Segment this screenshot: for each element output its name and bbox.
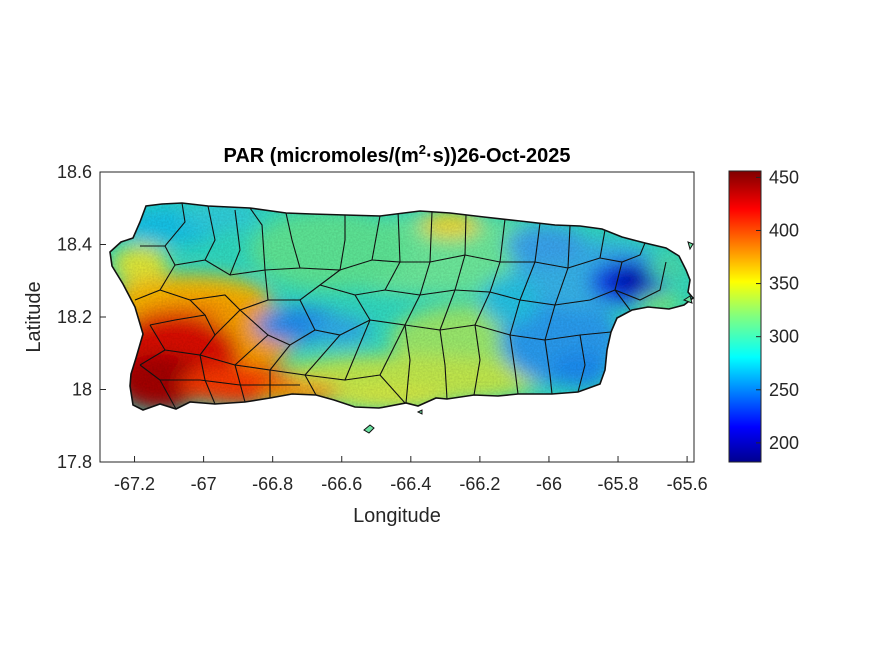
colorbar-gradient <box>728 170 762 463</box>
x-tick-label: -66.2 <box>459 474 500 494</box>
par-heatmap <box>110 203 693 410</box>
chart-title: PAR (micromoles/(m2·s))26-Oct-2025 <box>224 142 571 167</box>
municipality-boundaries <box>134 203 667 410</box>
colorbar-tick-label: 250 <box>769 380 799 400</box>
y-tick-label: 18.6 <box>57 162 92 182</box>
colorbar: 450 400 350 300 250 200 <box>728 167 799 463</box>
y-tick-label: 18 <box>72 380 92 400</box>
y-axis-label: Latitude <box>23 281 45 352</box>
colorbar-tick-label: 450 <box>769 167 799 187</box>
y-axis: 18.6 18.4 18.2 18 17.8 <box>57 162 106 472</box>
x-axis: -67.2 -67 -66.8 -66.6 -66.4 -66.2 -66 -65.8 -65.… <box>114 456 708 494</box>
colorbar-ticks: 450 400 350 300 250 200 <box>756 167 799 453</box>
x-tick-label: -66.4 <box>390 474 431 494</box>
x-tick-label: -67.2 <box>114 474 155 494</box>
colorbar-tick-label: 400 <box>769 220 799 240</box>
colorbar-tick-label: 300 <box>769 327 799 347</box>
x-tick-label: -66 <box>536 474 562 494</box>
y-tick-label: 18.4 <box>57 235 92 255</box>
map-plot-area: -67.2 -67 -66.8 -66.6 -66.4 -66.2 -66 -65.8 -65.… <box>23 162 708 527</box>
colorbar-tick-label: 200 <box>769 433 799 453</box>
x-tick-label: -66.6 <box>321 474 362 494</box>
colorbar-tick-label: 350 <box>769 274 799 294</box>
small-islands <box>363 241 694 434</box>
x-tick-label: -65.8 <box>598 474 639 494</box>
y-tick-label: 18.2 <box>57 307 92 327</box>
y-tick-label: 17.8 <box>57 452 92 472</box>
x-tick-label: -65.6 <box>667 474 708 494</box>
x-axis-label: Longitude <box>353 505 441 527</box>
x-tick-label: -67 <box>191 474 217 494</box>
x-tick-label: -66.8 <box>252 474 293 494</box>
